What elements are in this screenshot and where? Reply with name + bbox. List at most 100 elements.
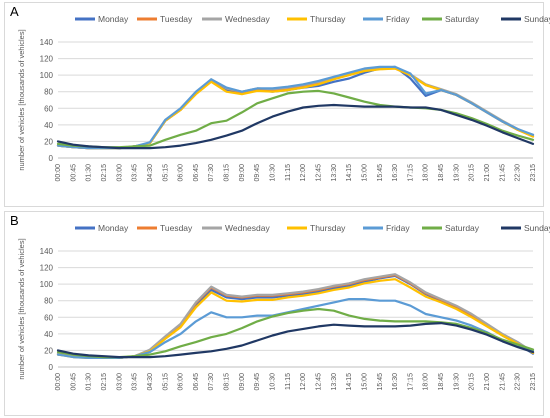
x-tick-label: 01:30 (86, 373, 93, 391)
y-tick-label: 140 (40, 247, 54, 256)
x-tick-label: 18:00 (423, 373, 430, 391)
x-tick-label: 19:30 (453, 373, 460, 391)
series-line (56, 89, 535, 149)
line-chart-b: 0 20 40 60 80 100 120 140 00:00 00:45 01:30 02:15 03… (17, 223, 550, 391)
y-tick-label: 20 (44, 137, 53, 146)
legend-label: Tuesday (160, 223, 193, 233)
x-tick-label: 13:30 (331, 164, 338, 182)
series-line (56, 321, 535, 359)
x-tick-label: 15:00 (361, 164, 368, 182)
x-tick-label: 14:15 (346, 164, 353, 182)
y-tick-label: 40 (44, 330, 53, 339)
legend-label: Friday (386, 223, 410, 233)
chart-panel-a: A 0 20 40 60 80 100 120 140 00:00 00:45 01:30 02:15… (0, 2, 550, 207)
legend-label: Saturday (445, 14, 480, 24)
x-tick-label: 19:30 (453, 164, 460, 182)
x-tick-label: 22:30 (515, 373, 522, 391)
y-axis-title: number of vehicles [thousands of vehicle… (17, 238, 26, 379)
x-tick-label: 15:00 (361, 373, 368, 391)
legend-label: Wednesday (225, 223, 270, 233)
panel-label: A (10, 4, 19, 19)
legend-label: Monday (98, 223, 129, 233)
x-tick-label: 09:00 (239, 164, 246, 182)
legend-label: Tuesday (160, 14, 193, 24)
x-tick-label: 07:30 (208, 373, 215, 391)
chart-panel-b: B 0 20 40 60 80 100 120 140 00:00 00:45 01:30 02:15… (0, 211, 550, 416)
x-tick-label: 00:45 (70, 373, 77, 391)
x-tick-label: 21:00 (484, 373, 491, 391)
x-tick-label: 10:30 (270, 373, 277, 391)
y-tick-label: 0 (49, 154, 54, 163)
x-tick-label: 18:45 (438, 373, 445, 391)
y-tick-label: 120 (40, 55, 54, 64)
panel-border (4, 2, 544, 207)
y-tick-label: 40 (44, 121, 53, 130)
x-tick-label: 12:00 (300, 373, 307, 391)
y-tick-label: 60 (44, 313, 53, 322)
y-tick-label: 100 (40, 280, 54, 289)
x-tick-label: 03:45 (132, 373, 139, 391)
x-tick-label: 02:15 (101, 373, 108, 391)
x-tick-label: 20:15 (469, 373, 476, 391)
legend-label: Monday (98, 14, 129, 24)
y-tick-label: 80 (44, 88, 53, 97)
y-axis-title: number of vehicles [thousands of vehicle… (17, 29, 26, 170)
x-tick-label: 07:30 (208, 164, 215, 182)
x-tick-label: 21:45 (499, 164, 506, 182)
x-tick-label: 08:15 (224, 164, 231, 182)
x-tick-label: 14:15 (346, 373, 353, 391)
x-tick-label: 16:30 (392, 373, 399, 391)
y-tick-label: 100 (40, 71, 54, 80)
x-tick-label: 09:00 (239, 373, 246, 391)
x-tick-label: 11:15 (285, 373, 292, 390)
x-tick-label: 17:15 (407, 373, 414, 391)
legend-label: Friday (386, 14, 410, 24)
x-tick-label: 11:15 (285, 164, 292, 181)
legend-label: Saturday (445, 223, 480, 233)
legend-label: Thursday (310, 14, 346, 24)
x-tick-label: 17:15 (407, 164, 414, 182)
x-tick-label: 00:00 (55, 164, 62, 182)
x-tick-label: 03:00 (116, 373, 123, 391)
series-line (56, 65, 535, 150)
x-tick-label: 09:45 (254, 164, 261, 182)
x-tick-label: 16:30 (392, 164, 399, 182)
x-tick-label: 12:45 (315, 373, 322, 391)
legend-label: Wednesday (225, 14, 270, 24)
x-tick-label: 13:30 (331, 373, 338, 391)
x-tick-label: 12:45 (315, 164, 322, 182)
series-line (56, 273, 535, 359)
x-tick-label: 18:00 (423, 164, 430, 182)
x-tick-label: 18:45 (438, 164, 445, 182)
x-tick-label: 05:15 (162, 373, 169, 391)
x-tick-label: 03:00 (116, 164, 123, 182)
y-tick-label: 20 (44, 346, 53, 355)
line-chart-a: 0 20 40 60 80 100 120 140 00:00 00:45 01:30 02:15 03… (17, 14, 550, 182)
x-tick-label: 06:00 (178, 373, 185, 391)
x-tick-label: 10:30 (270, 164, 277, 182)
x-tick-label: 08:15 (224, 373, 231, 391)
x-tick-label: 04:30 (147, 373, 154, 391)
x-tick-label: 01:30 (86, 164, 93, 182)
y-tick-label: 0 (49, 363, 54, 372)
x-tick-label: 00:45 (70, 164, 77, 182)
legend-label: Sunday (524, 14, 550, 24)
series-line (56, 278, 535, 359)
x-tick-label: 06:45 (193, 373, 200, 391)
x-tick-label: 09:45 (254, 373, 261, 391)
series-line (56, 103, 535, 150)
x-tick-label: 06:45 (193, 164, 200, 182)
x-tick-label: 23:15 (530, 164, 537, 182)
x-tick-label: 21:45 (499, 373, 506, 391)
x-tick-label: 15:45 (377, 373, 384, 391)
x-tick-label: 21:00 (484, 164, 491, 182)
panel-label: B (10, 213, 19, 228)
x-tick-label: 23:15 (530, 373, 537, 391)
legend-label: Thursday (310, 223, 346, 233)
legend-label: Sunday (524, 223, 550, 233)
series-line (56, 307, 535, 359)
x-tick-label: 03:45 (132, 164, 139, 182)
y-tick-label: 140 (40, 38, 54, 47)
x-tick-label: 12:00 (300, 164, 307, 182)
x-tick-label: 06:00 (178, 164, 185, 182)
